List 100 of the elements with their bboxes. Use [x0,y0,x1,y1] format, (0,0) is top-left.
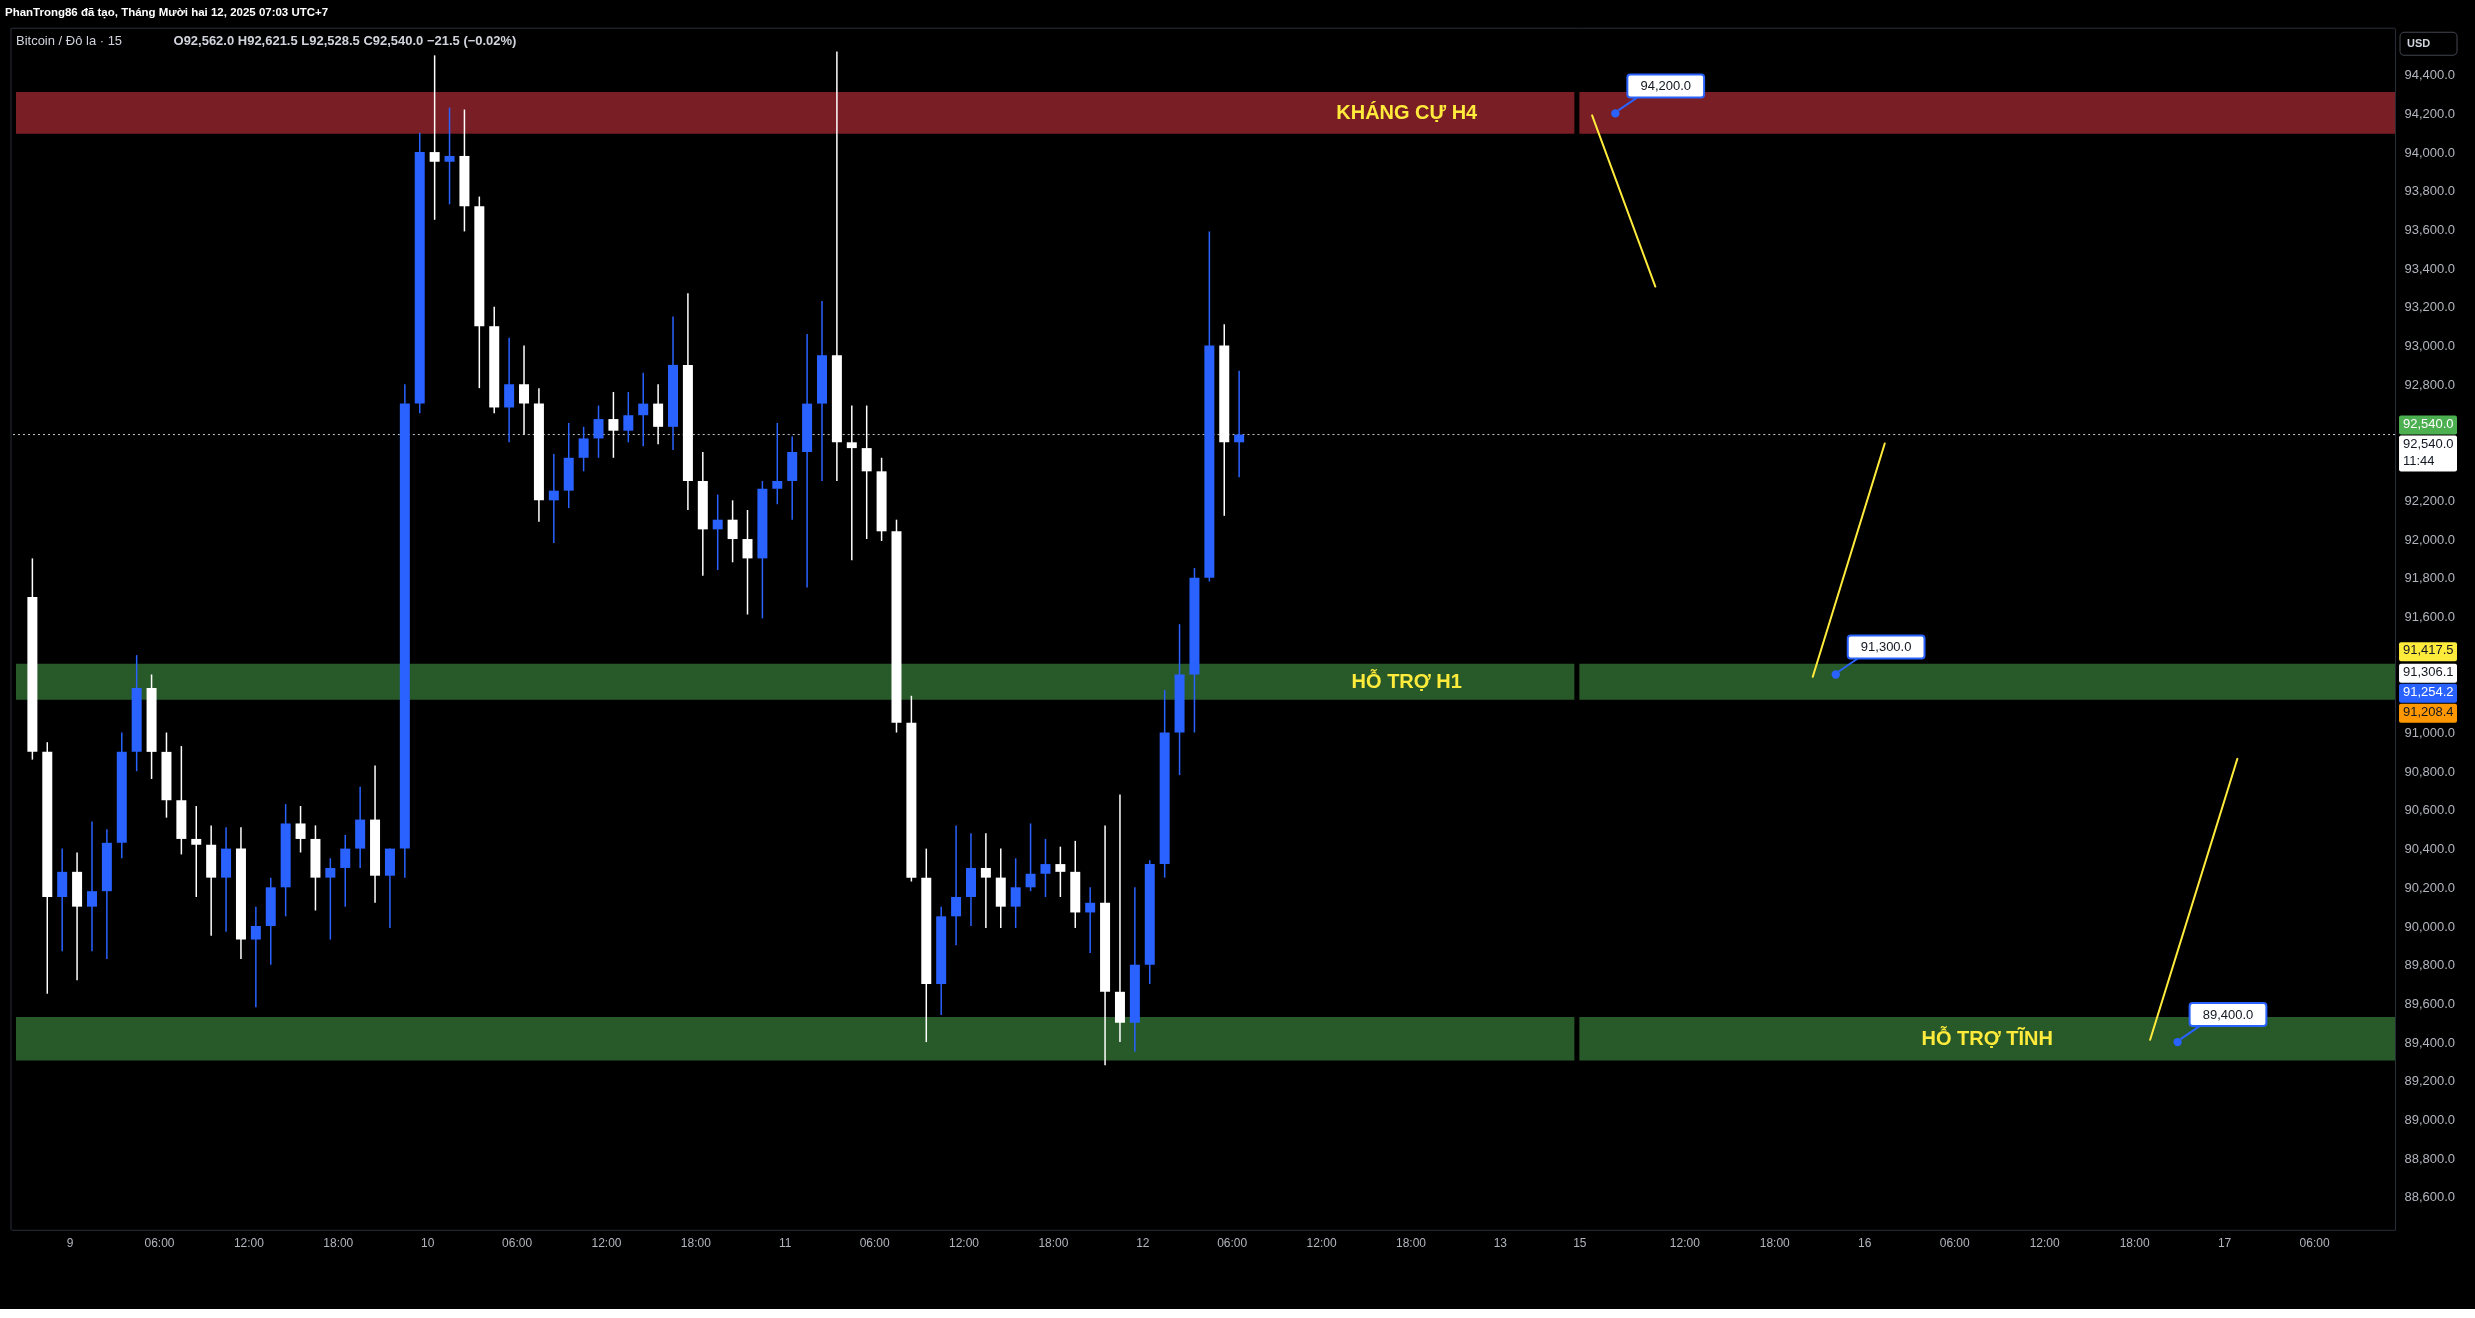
point [1831,670,1840,679]
y-tick-label: 90,000.0 [2404,918,2456,934]
y-tick-label: 94,400.0 [2404,67,2456,83]
candlestick [578,426,589,473]
y-tick-label: 94,200.0 [2404,105,2456,121]
candlestick [623,391,634,444]
x-tick-label: 06:00 [1217,1236,1248,1251]
x-tick-label: 18:00 [680,1236,712,1251]
x-tick-label: 9 [66,1236,74,1251]
candlestick [980,832,991,929]
candlestick [742,509,753,616]
candlestick [191,805,202,898]
y-tick-label: 93,000.0 [2404,338,2456,354]
candlestick [1055,845,1066,898]
candlestick [951,824,962,947]
candlestick [1010,857,1021,929]
y-tick-label: 93,800.0 [2404,183,2456,199]
candlestick [504,337,515,444]
y-tick-label: 90,800.0 [2404,763,2456,779]
candlestick [519,344,530,436]
x-tick-label: 18:00 [1759,1236,1791,1251]
candlestick [712,493,723,571]
y-tick-label: 90,600.0 [2404,802,2456,818]
candlestick [727,499,738,564]
candlestick [1085,886,1096,954]
candlestick [325,857,336,941]
x-tick-label: 12 [1136,1236,1150,1251]
y-axis-title: USD [2407,36,2431,49]
candlestick [340,834,351,908]
candlestick [653,383,664,445]
y-tick-label: 93,400.0 [2404,260,2456,276]
candlestick [429,54,440,221]
x-tick-label: 06:00 [144,1236,175,1251]
y-tick-label: 92,200.0 [2404,492,2456,508]
x-tick-label: 11 [779,1236,792,1251]
x-tick-label: 10 [421,1236,435,1251]
y-tick-label: 94,000.0 [2404,144,2456,160]
x-tick-label: 13 [1493,1236,1508,1251]
x-tick-label: 06:00 [502,1236,533,1251]
y-tick-label: 93,200.0 [2404,299,2456,315]
x-tick-label: 12:00 [949,1236,980,1251]
band-label: HỖ TRỢ H1 [1351,668,1462,692]
candlestick [772,422,783,505]
y-tick-label: 89,200.0 [2404,1073,2456,1089]
y-tick-label: 90,400.0 [2404,841,2456,857]
ref-line-label: 92,540.0 [2403,415,2454,431]
candlestick [295,805,306,854]
y-tick-label: 93,600.0 [2404,221,2456,237]
text: 91,417.5 [2403,642,2454,658]
x-tick-label: 12:00 [233,1236,265,1251]
y-tick-label: 92,000.0 [2404,531,2456,547]
x-tick-label: 06:00 [859,1236,890,1251]
candlestick [638,371,649,447]
y-tick-label: 89,000.0 [2404,1111,2456,1127]
x-tick-label: 12:00 [1306,1236,1337,1251]
x-tick-label: 16 [1858,1236,1872,1251]
text: 92,540.0 11:44 [2403,435,2454,468]
text: PhanTrong86 đã tạo, Tháng Mười hai 12, 2025 07:03 UTC+7 [5,6,329,20]
x-tick-label: 17 [2217,1236,2232,1251]
y-tick-label: 91,000.0 [2404,725,2456,741]
y-tick-label: 88,600.0 [2404,1189,2456,1205]
y-tick-label: 91,800.0 [2404,570,2456,586]
x-tick-label: 18:00 [1395,1236,1427,1251]
y-tick-label: 89,400.0 [2404,1034,2456,1050]
data-label: 89,400.0 [2202,1006,2254,1022]
band-label: KHÁNG CỰ H4 [1336,100,1478,123]
y-tick-label: 88,800.0 [2404,1150,2456,1166]
text: 91,306.1 [2403,663,2454,679]
band-label: HỖ TRỢ TĨNH [1921,1025,2053,1049]
x-tick-label: 06:00 [2299,1236,2330,1251]
candlestick [608,391,619,459]
text: 91,208.4 [2403,703,2454,719]
candlestick [250,905,261,1009]
candlestick [861,404,872,540]
x-tick-label: 18:00 [323,1236,354,1251]
y-tick-label: 89,800.0 [2404,957,2456,973]
candlestick [593,404,604,459]
candlestick [1025,822,1036,892]
data-label: 94,200.0 [1640,77,1691,93]
y-tick-label: 90,200.0 [2404,879,2456,895]
y-tick-label: 89,600.0 [2404,995,2456,1011]
chart-title: Bitcoin / Đô la · 15 [15,33,123,49]
point [2173,1037,2182,1047]
y-tick-label: 92,800.0 [2404,376,2456,392]
chart-subtitle: O92,562.0 H92,621.5 L92,528.5 C92,540.0 −21.5 (−0.02%) [173,33,517,49]
candlestick [846,404,857,562]
candlestick [86,820,97,952]
text: 91,254.2 [2403,683,2454,699]
x-tick-label: 15 [1573,1236,1587,1251]
candlestick [1040,838,1051,898]
x-tick-label: 06:00 [1939,1236,1971,1251]
candlestick [1234,369,1245,478]
x-tick-label: 12:00 [591,1236,622,1251]
x-tick-label: 12:00 [1669,1236,1701,1251]
point [1611,109,1620,118]
y-tick-label: 91,600.0 [2404,608,2456,624]
x-tick-label: 12:00 [2029,1236,2060,1251]
x-tick-label: 18:00 [1038,1236,1069,1251]
candlestick [444,106,455,206]
candlestick [548,453,559,544]
